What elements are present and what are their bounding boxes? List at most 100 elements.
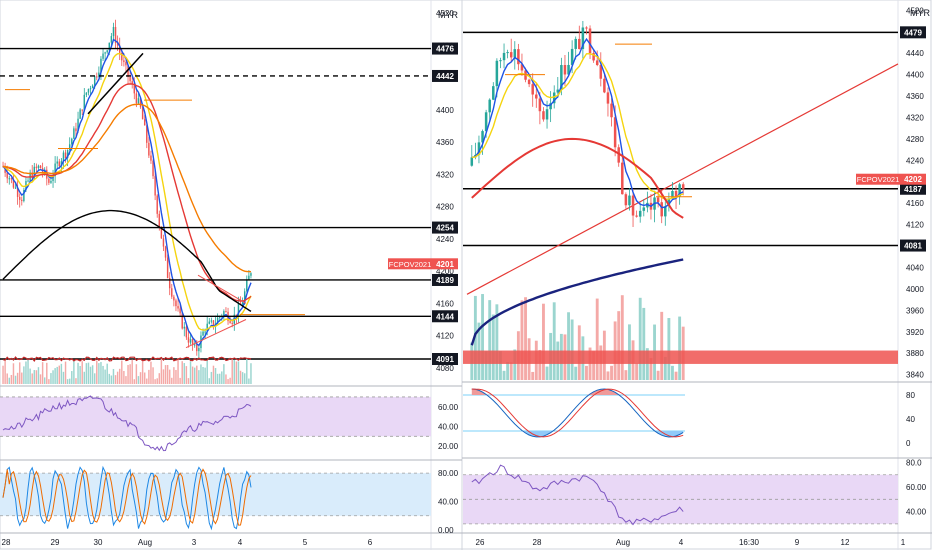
right-volume-bar: [506, 362, 510, 380]
right-level-tag-bg: [900, 182, 926, 195]
left-candle-body: [231, 322, 233, 324]
right-price-pane[interactable]: [463, 20, 899, 380]
right-candle-body: [656, 197, 660, 203]
left-candle-body: [66, 150, 69, 159]
left-stoch-tick-0: 80.00: [438, 469, 459, 478]
left-volume-bar: [31, 373, 33, 384]
left-volume-bar: [112, 368, 115, 384]
left-level-tag-bg: [432, 69, 458, 82]
left-volume-bar: [98, 363, 100, 384]
left-ema-red-line: [2, 83, 252, 302]
left-candle-body: [133, 84, 136, 94]
left-volume-bar: [177, 358, 179, 384]
right-volume-bar: [542, 303, 545, 380]
right-candle-body: [592, 53, 595, 61]
left-price-axis[interactable]: 4520448044404400436043204280424042004160…: [388, 9, 459, 535]
left-candle-body: [127, 65, 129, 77]
left-volume-bar: [212, 365, 215, 384]
right-candle-body: [495, 60, 499, 87]
left-candles: [2, 19, 252, 358]
left-volume-bar: [146, 378, 148, 384]
left-volume-bar: [204, 367, 206, 384]
right-time-axis[interactable]: 26 28 Aug 4 16:30 9 12 1: [476, 538, 906, 547]
right-volume-bar: [649, 358, 653, 380]
left-candle-body: [8, 178, 11, 180]
right-candle-body: [499, 60, 502, 62]
right-price-axis[interactable]: 4520448044404400436043204280424042004160…: [856, 6, 927, 517]
left-volume-bar: [200, 364, 202, 384]
right-rsi-pane[interactable]: [463, 464, 898, 526]
left-volume-bar: [179, 377, 181, 384]
left-candle-body: [31, 172, 33, 178]
right-volume-bar: [552, 302, 556, 380]
right-level-tag-bg: [900, 26, 926, 39]
right-time-tick-5: 9: [795, 538, 800, 547]
right-candle-body: [560, 65, 563, 90]
left-candle-body: [129, 76, 131, 82]
right-volume-bar: [595, 298, 599, 380]
left-volume-bar: [14, 375, 17, 384]
left-candle-body: [181, 313, 183, 329]
left-volume-bar: [139, 372, 142, 384]
left-stoch-k-line: [2, 465, 252, 531]
left-symbol-tag-bg: [388, 258, 432, 270]
right-candle-body: [545, 109, 549, 120]
left-candle-body: [189, 339, 192, 343]
right-macd-tick-1: 40: [906, 415, 915, 424]
left-volume-bar: [64, 361, 67, 384]
left-price-pane[interactable]: [0, 19, 431, 384]
left-volume-bar: [25, 361, 27, 384]
right-level-tag-4479: 4479: [904, 28, 922, 37]
left-volume-bar: [62, 371, 65, 384]
left-volume-bar: [133, 379, 136, 384]
left-volume-bar: [118, 368, 121, 384]
right-candle-body: [549, 103, 552, 110]
left-candle-body: [229, 321, 231, 323]
right-candle-body: [538, 98, 542, 112]
left-volume-bar: [202, 366, 204, 384]
right-volume-bar: [491, 314, 495, 380]
left-volume-bar: [160, 358, 163, 384]
left-rsi-tick-2: 20.00: [438, 442, 459, 451]
left-volume-bar: [33, 370, 36, 384]
left-candle-body: [171, 288, 173, 297]
right-volume-bar: [674, 371, 678, 380]
right-volume-bar: [570, 319, 574, 380]
left-candle-body: [237, 303, 240, 317]
left-volume-bar: [221, 371, 223, 384]
left-candle-body: [56, 161, 58, 164]
left-level-tag-bg: [432, 273, 458, 286]
right-volume-bar: [620, 295, 624, 380]
left-volume-bar: [137, 376, 140, 384]
left-candle-body: [123, 60, 125, 63]
right-symbol-price: 4202: [904, 175, 922, 184]
left-candle-body: [146, 125, 148, 143]
right-rsi-tick-1: 60.00: [906, 483, 927, 492]
right-macd-pane[interactable]: [463, 388, 685, 438]
left-volume-bar: [75, 378, 77, 384]
left-candle-body: [114, 26, 117, 43]
left-volume-bar: [223, 364, 225, 384]
left-time-tick-0: 28: [2, 538, 11, 547]
left-stochastic-pane[interactable]: [0, 465, 431, 531]
right-volume-bar: [610, 365, 613, 380]
right-candle-body: [556, 89, 560, 93]
left-candle-body: [54, 163, 56, 177]
left-symbol-tag: FCPOV2021: [389, 260, 432, 269]
right-volume-ma-line: [470, 258, 684, 346]
left-rsi-pane[interactable]: [0, 395, 431, 452]
right-time-tick-0: 26: [476, 538, 485, 547]
right-price-tick-15: 3920: [906, 328, 924, 337]
left-time-axis[interactable]: 28 29 30 Aug 3 4 5 6: [2, 538, 373, 547]
left-volume-bar: [231, 358, 233, 384]
left-price-tick-11: 4080: [436, 364, 454, 373]
left-volume-bar: [68, 378, 71, 384]
left-volume-bar: [154, 379, 156, 384]
left-volume-bar: [156, 378, 158, 384]
left-volume-bar: [18, 362, 21, 384]
left-volume-bar: [60, 363, 63, 384]
right-candle-body: [638, 210, 642, 217]
right-candle-body: [477, 142, 481, 155]
left-volume-bar: [6, 373, 8, 384]
